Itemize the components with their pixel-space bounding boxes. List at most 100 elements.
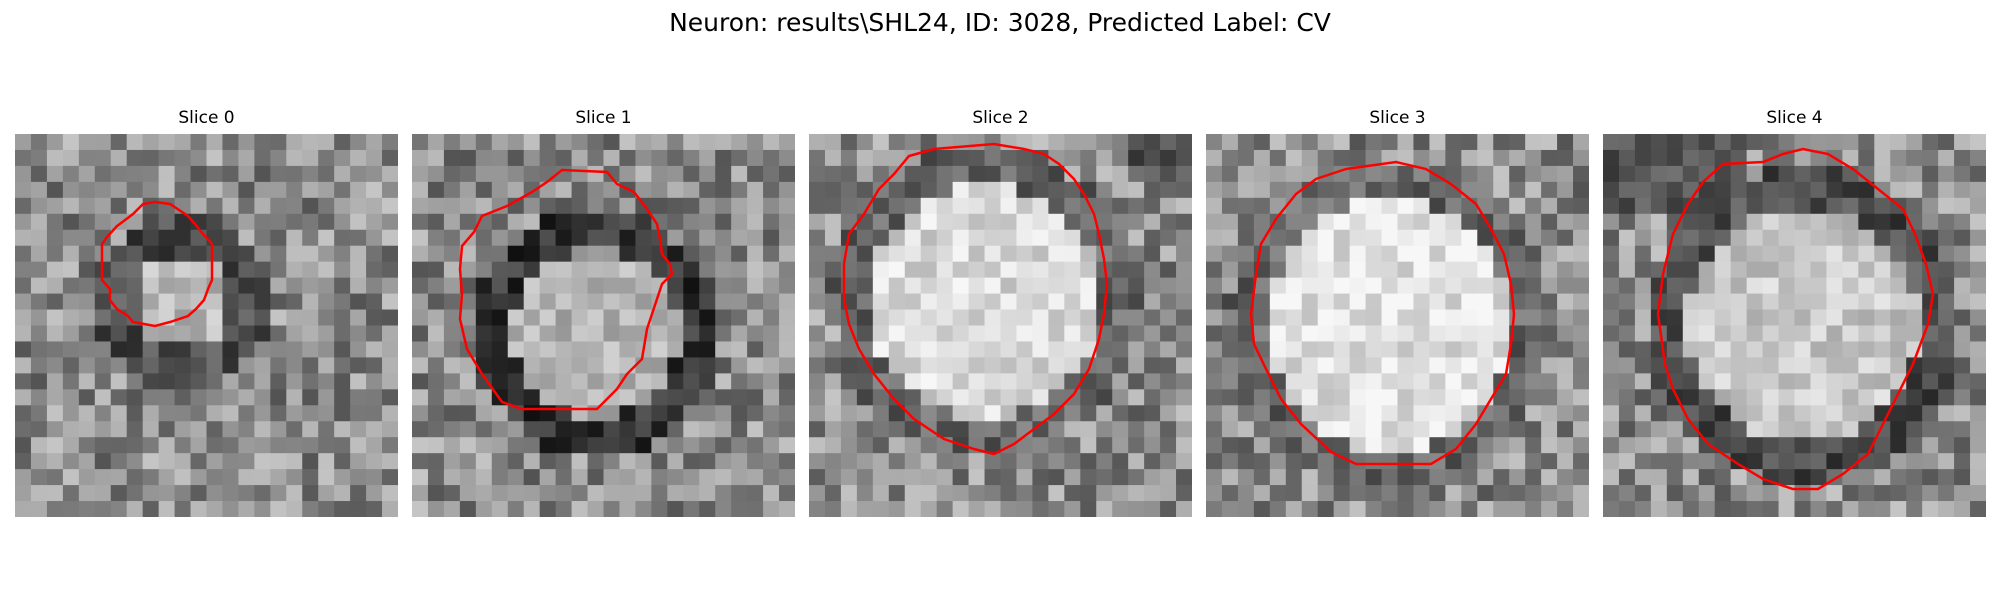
- image-pixel: [904, 421, 922, 438]
- image-pixel: [1634, 341, 1652, 359]
- image-pixel: [62, 453, 80, 470]
- image-pixel: [539, 373, 557, 390]
- image-pixel: [1826, 181, 1843, 199]
- image-pixel: [1509, 421, 1526, 438]
- image-pixel: [1746, 325, 1764, 343]
- image-pixel: [1206, 469, 1223, 486]
- image-pixel: [110, 277, 128, 295]
- image-pixel: [1381, 165, 1399, 183]
- image-pixel: [1477, 357, 1494, 374]
- image-pixel: [888, 469, 906, 486]
- image-pixel: [856, 293, 874, 311]
- image-pixel: [1682, 134, 1700, 151]
- image-pixel: [1144, 261, 1161, 279]
- image-pixel: [1666, 309, 1684, 327]
- image-pixel: [1112, 309, 1129, 327]
- image-pixel: [62, 245, 80, 263]
- image-pixel: [1666, 421, 1684, 438]
- image-pixel: [1206, 261, 1223, 279]
- image-pixel: [1778, 197, 1796, 215]
- image-pixel: [824, 134, 842, 151]
- image-pixel: [1333, 261, 1351, 279]
- image-pixel: [715, 485, 732, 502]
- image-pixel: [126, 453, 144, 470]
- image-pixel: [1954, 405, 1971, 422]
- image-pixel: [1301, 405, 1319, 422]
- image-pixel: [350, 389, 367, 406]
- image-pixel: [334, 149, 351, 167]
- image-pixel: [126, 293, 144, 311]
- image-pixel: [699, 134, 716, 151]
- image-pixel: [1206, 341, 1223, 359]
- image-pixel: [1365, 357, 1383, 374]
- image-pixel: [683, 341, 700, 359]
- image-pixel: [1160, 261, 1177, 279]
- image-pixel: [334, 485, 351, 502]
- image-pixel: [1618, 501, 1636, 517]
- image-pixel: [46, 277, 64, 295]
- image-pixel: [1826, 341, 1843, 359]
- image-pixel: [142, 453, 160, 470]
- image-pixel: [1826, 213, 1843, 231]
- image-pixel: [952, 357, 970, 374]
- image-pixel: [872, 437, 890, 454]
- image-pixel: [475, 373, 493, 390]
- image-pixel: [1349, 341, 1367, 359]
- image-pixel: [824, 181, 842, 199]
- image-pixel: [888, 437, 906, 454]
- image-pixel: [1954, 485, 1971, 502]
- image-pixel: [1938, 341, 1955, 359]
- image-pixel: [539, 245, 557, 263]
- image-pixel: [459, 165, 477, 183]
- image-pixel: [747, 437, 764, 454]
- image-pixel: [443, 309, 461, 327]
- image-pixel: [763, 357, 780, 374]
- image-pixel: [1128, 325, 1145, 343]
- image-pixel: [1032, 245, 1049, 263]
- image-pixel: [1000, 325, 1018, 343]
- image-pixel: [920, 213, 938, 231]
- image-pixel: [1477, 325, 1494, 343]
- image-pixel: [110, 341, 128, 359]
- image-pixel: [1112, 181, 1129, 199]
- image-pixel: [94, 165, 112, 183]
- image-pixel: [1237, 277, 1255, 295]
- image-pixel: [1842, 245, 1859, 263]
- image-pixel: [1206, 213, 1223, 231]
- image-pixel: [62, 229, 80, 247]
- image-pixel: [302, 309, 319, 327]
- image-pixel: [412, 357, 429, 374]
- image-pixel: [763, 485, 780, 502]
- image-pixel: [238, 149, 255, 167]
- image-pixel: [1698, 213, 1716, 231]
- image-pixel: [1746, 309, 1764, 327]
- image-pixel: [635, 149, 652, 167]
- image-pixel: [683, 437, 700, 454]
- image-pixel: [1381, 469, 1399, 486]
- image-pixel: [1874, 149, 1891, 167]
- image-pixel: [824, 149, 842, 167]
- image-pixel: [1176, 229, 1192, 247]
- image-pixel: [238, 389, 255, 406]
- image-pixel: [1938, 357, 1955, 374]
- image-pixel: [302, 293, 319, 311]
- image-pixel: [1858, 373, 1875, 390]
- image-pixel: [1080, 245, 1097, 263]
- image-pixel: [1573, 181, 1589, 199]
- image-pixel: [1429, 389, 1446, 406]
- image-pixel: [587, 181, 605, 199]
- slice-panel-1: Slice 1: [412, 108, 795, 517]
- image-pixel: [412, 229, 429, 247]
- image-pixel: [1160, 213, 1177, 231]
- image-pixel: [1160, 229, 1177, 247]
- image-pixel: [1477, 405, 1494, 422]
- image-pixel: [1618, 229, 1636, 247]
- image-pixel: [1128, 261, 1145, 279]
- image-pixel: [206, 261, 224, 279]
- image-pixel: [1634, 309, 1652, 327]
- image-pixel: [1000, 229, 1018, 247]
- image-pixel: [904, 181, 922, 199]
- image-pixel: [1317, 181, 1335, 199]
- image-pixel: [984, 373, 1002, 390]
- image-pixel: [699, 277, 716, 295]
